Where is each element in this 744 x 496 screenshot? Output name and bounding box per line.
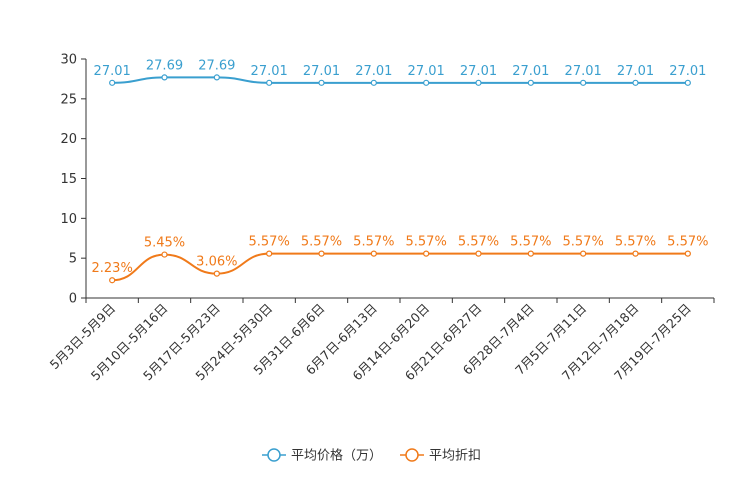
data-point xyxy=(475,250,482,257)
data-label: 5.57% xyxy=(249,235,290,250)
data-point xyxy=(423,79,430,86)
data-point xyxy=(370,250,377,257)
y-tick-label: 30 xyxy=(60,53,77,68)
data-label: 5.57% xyxy=(406,235,447,250)
data-label: 27.69 xyxy=(146,58,183,73)
y-tick-label: 5 xyxy=(69,252,77,267)
data-point xyxy=(161,74,168,81)
data-point xyxy=(318,79,325,86)
data-label: 27.01 xyxy=(669,64,706,79)
series-2: 2.23% 5.45% 3.06% 5.57% 5.57% 5.57% 5.57% 5.57%… xyxy=(92,235,708,284)
data-point xyxy=(632,79,639,86)
data-label: 27.01 xyxy=(617,64,654,79)
data-label: 27.01 xyxy=(408,64,445,79)
data-point xyxy=(423,250,430,257)
data-label: 5.57% xyxy=(458,235,499,250)
y-tick-label: 20 xyxy=(60,132,77,147)
axes: 0510152025305月3日-5月9日5月10日-5月16日5月17日-5月… xyxy=(47,53,715,383)
data-label: 2.23% xyxy=(92,261,133,276)
data-point xyxy=(580,250,587,257)
legend-marker xyxy=(267,448,281,462)
data-label: 5.57% xyxy=(667,235,708,250)
data-point xyxy=(580,79,587,86)
data-label: 5.45% xyxy=(144,236,185,251)
data-label: 5.57% xyxy=(563,235,604,250)
legend: 平均价格（万） 平均折扣 xyxy=(262,448,481,464)
legend-item-1[interactable]: 平均价格（万） xyxy=(262,448,382,464)
legend-marker xyxy=(405,448,419,462)
data-point xyxy=(213,270,220,277)
data-label: 27.01 xyxy=(565,64,602,79)
data-point xyxy=(213,74,220,81)
data-point xyxy=(161,251,168,258)
series-line xyxy=(112,76,688,84)
data-label: 3.06% xyxy=(196,255,237,270)
data-point xyxy=(318,250,325,257)
legend-label: 平均价格（万） xyxy=(291,448,382,464)
legend-item-2[interactable]: 平均折扣 xyxy=(400,448,481,464)
legend-label: 平均折扣 xyxy=(429,449,481,464)
data-point xyxy=(266,79,273,86)
data-label: 27.69 xyxy=(198,58,235,73)
data-label: 5.57% xyxy=(615,235,656,250)
y-tick-label: 0 xyxy=(69,292,77,307)
data-label: 5.57% xyxy=(301,235,342,250)
y-tick-label: 15 xyxy=(60,172,77,187)
data-point xyxy=(527,250,534,257)
data-point xyxy=(266,250,273,257)
data-point xyxy=(684,79,691,86)
data-label: 27.01 xyxy=(512,64,549,79)
data-label: 27.01 xyxy=(460,64,497,79)
series-group: 27.01 27.69 27.69 27.01 27.01 27.01 27.01 27.01… xyxy=(92,58,708,284)
data-point xyxy=(109,79,116,86)
data-point xyxy=(632,250,639,257)
data-point xyxy=(475,79,482,86)
data-point xyxy=(684,250,691,257)
data-point xyxy=(109,277,116,284)
data-point xyxy=(370,79,377,86)
y-tick-label: 25 xyxy=(60,92,77,107)
data-label: 27.01 xyxy=(355,64,392,79)
data-label: 5.57% xyxy=(510,235,551,250)
data-label: 27.01 xyxy=(251,64,288,79)
data-label: 27.01 xyxy=(94,64,131,79)
data-point xyxy=(527,79,534,86)
y-tick-label: 10 xyxy=(60,212,77,227)
data-label: 5.57% xyxy=(353,235,394,250)
series-1: 27.01 27.69 27.69 27.01 27.01 27.01 27.01 27.01… xyxy=(94,58,706,86)
data-label: 27.01 xyxy=(303,64,340,79)
